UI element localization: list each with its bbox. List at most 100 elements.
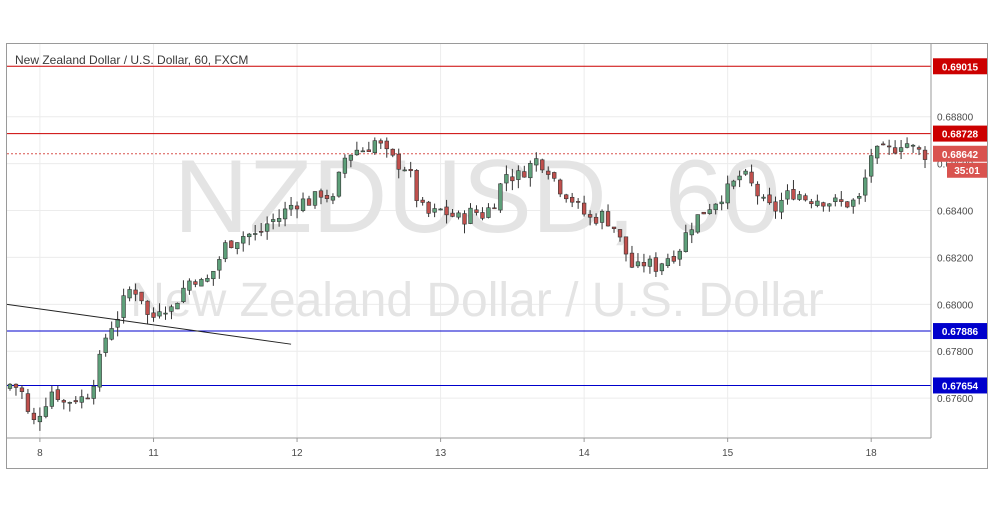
price-tick-label: 0.68400	[937, 207, 974, 218]
candle-down	[839, 199, 844, 202]
price-level-label: 0.67886	[942, 327, 979, 338]
candle-down	[408, 169, 413, 172]
candle-down	[366, 149, 371, 152]
candles-layer	[7, 137, 928, 431]
candle-up	[97, 353, 102, 388]
candle-up	[253, 233, 258, 235]
candle-down	[623, 236, 629, 255]
candle-up	[599, 210, 605, 223]
candle-down	[755, 183, 760, 197]
candle-down	[611, 226, 617, 229]
candle-up	[181, 287, 186, 302]
candle-down	[492, 207, 497, 210]
candle-down	[522, 171, 527, 178]
candle-down	[474, 209, 479, 213]
candle-down	[444, 206, 449, 216]
candle-up	[779, 199, 784, 213]
candle-up	[187, 280, 192, 291]
candle-up	[348, 154, 354, 161]
price-chart: NZDUSD, 60 New Zealand Dollar / U.S. Dol…	[7, 44, 987, 459]
price-level-badge	[933, 58, 987, 75]
candle-up	[103, 337, 108, 353]
candle-up	[265, 223, 270, 232]
candle-down	[19, 387, 25, 392]
candle-up	[785, 190, 790, 200]
candle-up	[898, 147, 904, 152]
candle-up	[504, 174, 509, 184]
candle-up	[342, 157, 348, 174]
candle-up	[67, 402, 72, 404]
candle-up	[312, 191, 318, 206]
candle-up	[516, 170, 521, 180]
candle-up	[235, 242, 240, 249]
candle-down	[916, 147, 922, 150]
candle-down	[306, 198, 312, 206]
candle-up	[857, 196, 862, 199]
candle-down	[886, 145, 892, 148]
candle-down	[145, 300, 150, 315]
candle-down	[229, 240, 234, 249]
candle-up	[43, 406, 49, 417]
candle-up	[910, 144, 916, 147]
candle-up	[360, 150, 365, 153]
candle-up	[713, 203, 718, 211]
candle-up	[689, 229, 694, 236]
candle-up	[725, 183, 730, 204]
candle-up	[534, 158, 539, 166]
candle-down	[61, 400, 66, 403]
candle-down	[55, 389, 60, 400]
watermark-layer: NZDUSD, 60 New Zealand Dollar / U.S. Dol…	[130, 139, 824, 327]
candle-down	[809, 201, 814, 205]
candle-up	[330, 196, 336, 201]
candle-down	[510, 176, 515, 182]
candle-down	[462, 213, 467, 225]
candle-down	[324, 195, 330, 199]
candle-up	[270, 219, 276, 222]
current-price-label: 0.68642	[942, 150, 979, 161]
price-level-label: 0.67654	[942, 381, 979, 392]
time-tick-label: 8	[37, 448, 43, 459]
candle-down	[318, 190, 324, 198]
candle-up	[743, 170, 748, 175]
candle-down	[426, 201, 431, 214]
candle-up	[683, 232, 688, 252]
candle-down	[133, 289, 138, 295]
candle-up	[163, 312, 168, 315]
countdown-label: 35:01	[954, 166, 980, 177]
candle-up	[175, 302, 180, 310]
candle-up	[91, 385, 96, 399]
candle-up	[432, 208, 437, 213]
candle-up	[205, 278, 210, 282]
trendline[interactable]	[7, 303, 292, 345]
candle-up	[354, 149, 360, 156]
candle-up	[695, 214, 700, 233]
candle-down	[546, 170, 551, 175]
candle-up	[647, 258, 653, 267]
candle-down	[13, 383, 19, 388]
candle-up	[300, 198, 306, 211]
candle-up	[127, 289, 132, 299]
candle-up	[241, 236, 246, 244]
price-tick-label: 0.67800	[937, 347, 974, 358]
candle-up	[438, 208, 443, 211]
candle-up	[737, 175, 742, 181]
time-axis[interactable]: 8 11 12 13 14 15 18	[37, 438, 877, 459]
candle-down	[575, 201, 581, 203]
price-tick-label: 0.68200	[937, 253, 974, 264]
candle-up	[109, 328, 114, 340]
candle-up	[79, 396, 84, 403]
candle-up	[288, 204, 294, 210]
candle-down	[922, 149, 928, 160]
time-tick-label: 12	[291, 448, 303, 459]
candle-down	[749, 171, 754, 184]
candle-down	[151, 312, 156, 318]
candle-down	[384, 140, 389, 150]
candle-up	[7, 383, 13, 389]
time-tick-label: 14	[579, 448, 591, 459]
candle-down	[570, 196, 575, 203]
price-level-badge	[933, 125, 987, 142]
price-badges: 0.69015 0.68728 0.67886 0.67654 0.68642 35:01	[933, 58, 987, 394]
candle-down	[480, 212, 485, 219]
candle-up	[677, 250, 682, 260]
price-level-badge	[933, 323, 987, 340]
